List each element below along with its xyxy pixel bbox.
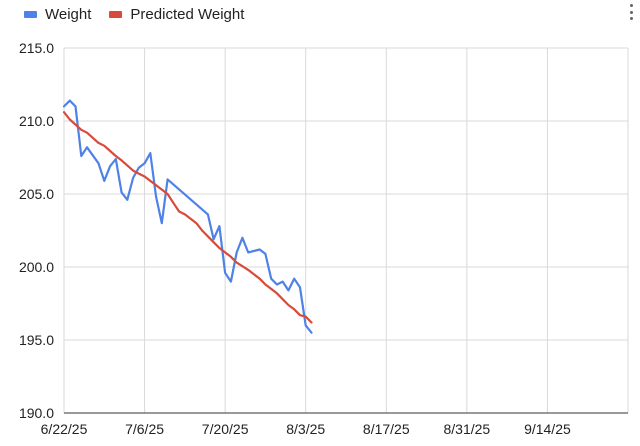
legend-item-weight[interactable]: Weight: [24, 6, 91, 23]
x-tick-label: 8/3/25: [286, 421, 325, 437]
legend-label-weight: Weight: [45, 6, 92, 23]
y-tick-label: 215.0: [19, 40, 54, 56]
y-tick-label: 195.0: [19, 332, 54, 348]
legend-item-predicted-weight[interactable]: Predicted Weight: [109, 6, 244, 23]
x-tick-label: 8/31/25: [443, 421, 490, 437]
legend-swatch-predicted-weight: [109, 11, 123, 18]
x-tick-label: 8/17/25: [363, 421, 410, 437]
x-tick-label: 7/6/25: [125, 421, 164, 437]
series-line-weight: [62, 99, 313, 334]
more-options-icon[interactable]: [628, 4, 634, 20]
legend-swatch-weight: [24, 11, 37, 18]
x-tick-label: 7/20/25: [202, 421, 249, 437]
legend-label-predicted-weight: Predicted Weight: [130, 6, 245, 23]
y-tick-label: 205.0: [19, 186, 54, 202]
y-tick-label: 200.0: [19, 259, 54, 275]
legend[interactable]: Weight Predicted Weight: [24, 6, 244, 23]
y-tick-label: 210.0: [19, 113, 54, 129]
x-tick-label: 6/22/25: [41, 421, 88, 437]
x-tick-label: 9/14/25: [524, 421, 571, 437]
series-line-predicted-weight: [62, 111, 313, 324]
y-tick-label: 190.0: [19, 405, 54, 421]
